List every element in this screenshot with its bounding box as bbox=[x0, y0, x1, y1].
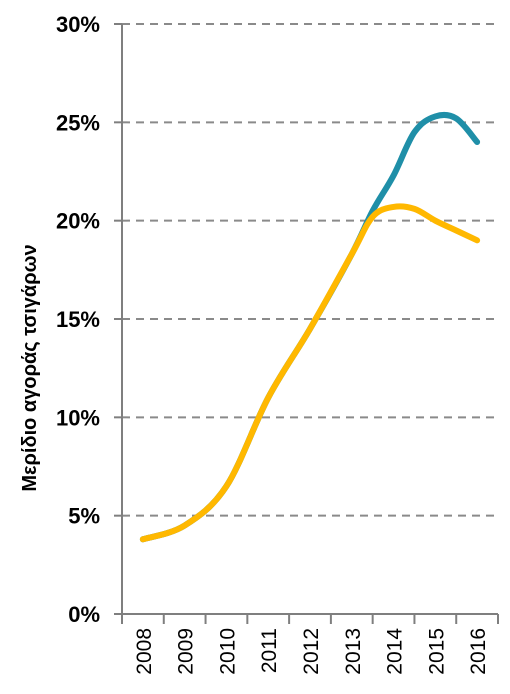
x-tick-label: 2015 bbox=[425, 628, 448, 675]
x-tick-label: 2016 bbox=[467, 628, 490, 675]
y-tick-label: 0% bbox=[68, 602, 100, 627]
x-tick-labels: 2008 2009 2010 2011 2012 2013 2014 2015 2016 bbox=[133, 628, 490, 675]
y-tick-label: 25% bbox=[56, 110, 100, 135]
x-tick-label: 2013 bbox=[342, 628, 365, 675]
series-line-2 bbox=[139, 203, 481, 543]
axes bbox=[114, 23, 499, 624]
y-axis-title: Μερίδιο αγοράς τσιγάρων bbox=[19, 244, 41, 491]
x-tick-label: 2009 bbox=[175, 628, 198, 675]
x-tick-label: 2010 bbox=[216, 628, 239, 675]
y-tick-label: 5% bbox=[68, 504, 100, 529]
x-tick-label: 2008 bbox=[133, 628, 156, 675]
series-lines bbox=[139, 111, 481, 543]
y-tick-label: 15% bbox=[56, 307, 100, 332]
x-tick-label: 2012 bbox=[300, 628, 323, 675]
y-tick-label: 30% bbox=[56, 12, 100, 37]
y-tick-label: 10% bbox=[56, 405, 100, 430]
x-tick-label: 2011 bbox=[258, 628, 281, 673]
y-tick-labels: 0% 5% 10% 15% 20% 25% 30% bbox=[56, 12, 100, 627]
grid-lines bbox=[122, 23, 498, 517]
y-tick-label: 20% bbox=[56, 209, 100, 234]
x-tick-label: 2014 bbox=[384, 628, 407, 675]
